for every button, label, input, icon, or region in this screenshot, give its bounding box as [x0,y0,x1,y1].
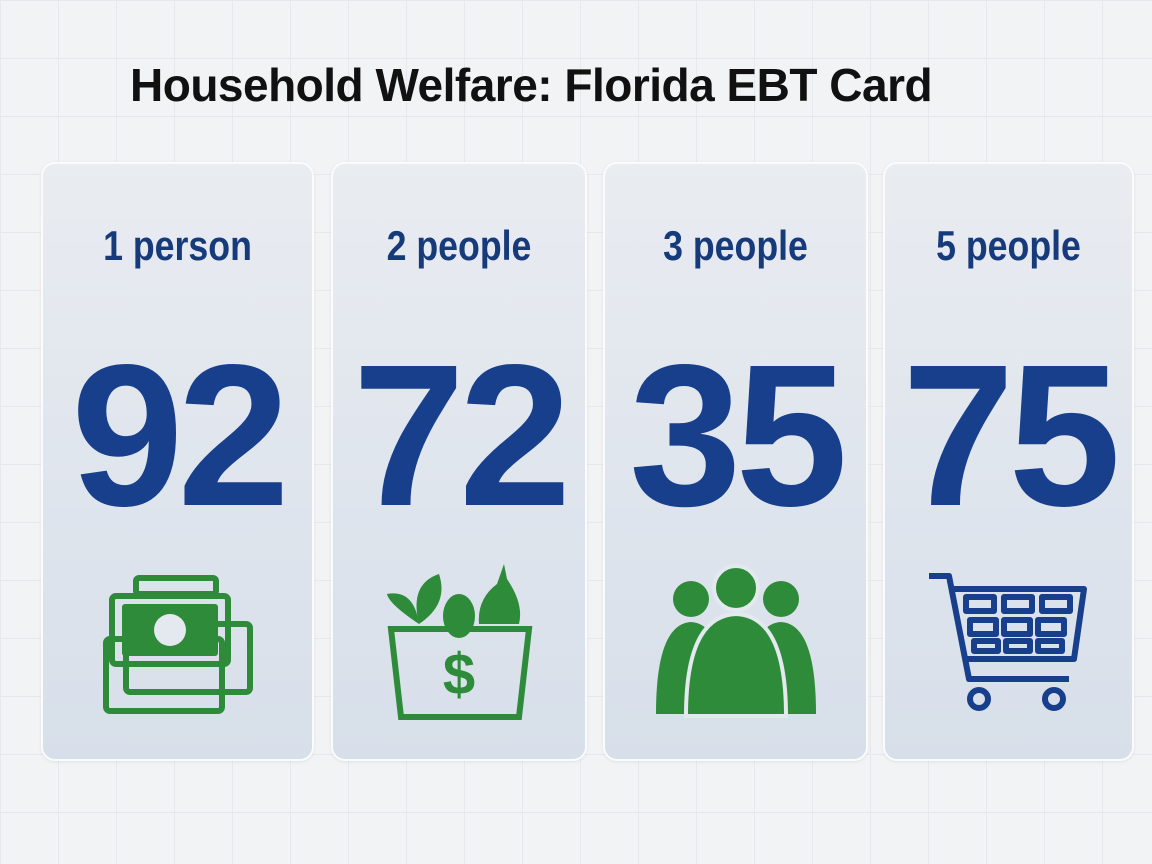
card-value: 35 [629,322,848,548]
card-label: 1 person [103,222,252,269]
title: Household Welfare: Florida EBT Card [130,59,933,111]
cart-icon [928,573,1087,711]
card-value: 75 [902,322,1121,548]
card: 3 people 35 [603,162,868,761]
card-label: 5 people [936,222,1081,269]
card-label: 2 people [386,222,532,269]
people-icon [655,564,816,718]
card-value: 92 [71,322,290,548]
card: 5 people 75 [883,162,1134,761]
card: 2 people 72 $ [331,162,587,761]
money-icon [102,575,253,714]
card-label: 3 people [663,222,808,269]
svg-text:$: $ [443,642,475,707]
card-value: 72 [352,322,572,548]
grocery-icon: $ [387,564,533,720]
card: 1 person 92 [41,162,314,761]
